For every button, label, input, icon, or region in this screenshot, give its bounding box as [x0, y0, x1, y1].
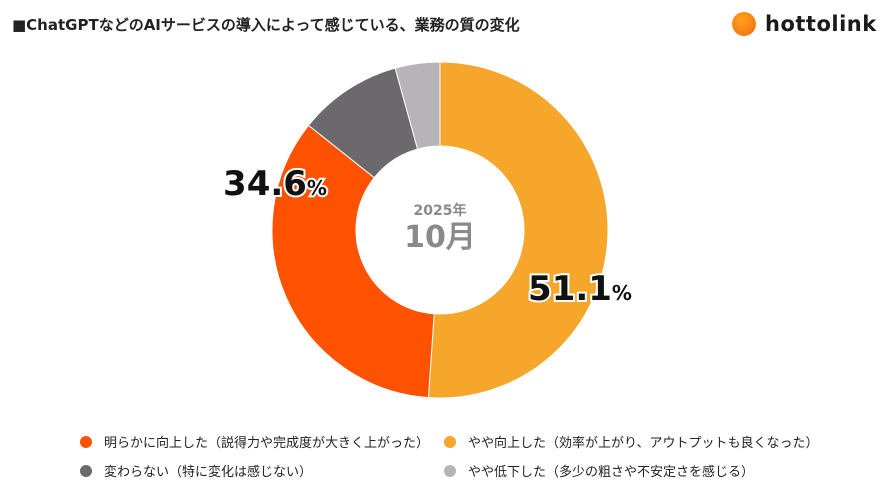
center-month: 10月	[404, 220, 476, 255]
data-label: 34.6%	[223, 164, 327, 204]
legend-label: 明らかに向上した（説得力や完成度が大きく上がった）	[104, 436, 430, 451]
legend-item: 明らかに向上した（説得力や完成度が大きく上がった）	[80, 432, 429, 451]
legend-label: 変わらない（特に変化は感じない）	[104, 465, 313, 480]
slice-1	[427, 61, 609, 399]
logo-circle-icon	[732, 12, 756, 36]
legend-swatch	[80, 435, 92, 448]
legend-label: やや低下した（多少の粗さや不安定さを感じる）	[468, 465, 755, 480]
hottolink-logo: hottolink	[732, 12, 877, 36]
legend-label: やや向上した（効率が上がり、アウトプットも良くなった）	[468, 436, 819, 451]
legend-item: 変わらない（特に変化は感じない）	[80, 461, 312, 480]
legend-item: やや低下した（多少の粗さや不安定さを感じる）	[444, 461, 754, 480]
legend-item: やや向上した（効率が上がり、アウトプットも良くなった）	[444, 432, 818, 451]
logo-text: hottolink	[765, 12, 877, 36]
legend-swatch	[444, 464, 456, 477]
chart-title: ■ChatGPTなどのAIサービスの導入によって感じている、業務の質の変化	[12, 16, 520, 34]
slice-2	[271, 124, 435, 399]
slice-4	[394, 61, 441, 150]
legend-swatch	[444, 435, 456, 448]
data-label: 51.1%	[528, 269, 632, 309]
center-year: 2025年	[414, 202, 467, 219]
legend-swatch	[80, 464, 92, 477]
